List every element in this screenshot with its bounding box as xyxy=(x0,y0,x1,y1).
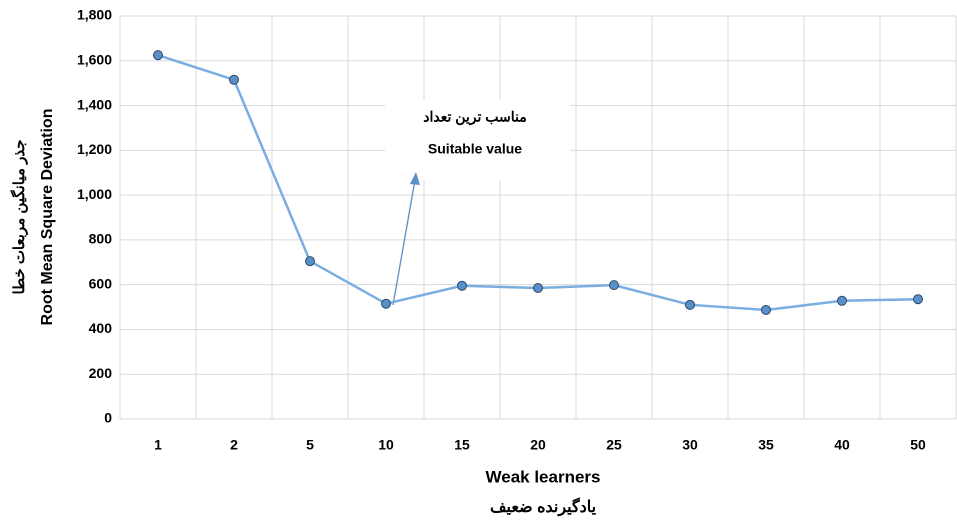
marker xyxy=(609,280,619,291)
x-tick-label: 10 xyxy=(378,437,394,453)
x-tick-label: 35 xyxy=(758,437,774,453)
y-tick-label: 0 xyxy=(104,410,112,426)
marker xyxy=(229,74,239,85)
marker xyxy=(837,295,847,306)
marker xyxy=(761,304,771,315)
y-tick-label: 200 xyxy=(89,365,113,381)
annotation-text: مناسب ترین تعداد xyxy=(423,109,527,126)
marker xyxy=(685,299,695,310)
y-tick-label: 600 xyxy=(89,275,113,291)
x-tick-label: 5 xyxy=(306,437,314,453)
marker xyxy=(457,280,467,291)
annotation-box xyxy=(385,100,570,180)
y-tick-label: 400 xyxy=(89,320,113,336)
x-tick-label: 15 xyxy=(454,437,470,453)
annotation-text: Suitable value xyxy=(428,141,522,157)
marker xyxy=(153,50,163,61)
y-tick-label: 1,800 xyxy=(77,7,112,23)
x-tick-label: 40 xyxy=(834,437,850,453)
x-tick-label: 25 xyxy=(606,437,622,453)
annotation-arrow xyxy=(392,179,416,306)
x-tick-label: 20 xyxy=(530,437,546,453)
marker xyxy=(913,294,923,305)
y-tick-label: 1,600 xyxy=(77,51,112,67)
marker xyxy=(305,256,315,267)
x-tick-label: 50 xyxy=(910,437,926,453)
x-axis-label: Weak learners xyxy=(486,467,601,486)
y-tick-label: 1,000 xyxy=(77,186,112,202)
marker xyxy=(381,298,391,309)
marker xyxy=(533,283,543,294)
x-tick-label: 1 xyxy=(154,437,162,453)
y-axis-label: Root Mean Square Deviation xyxy=(39,109,56,326)
y-tick-label: 1,400 xyxy=(77,96,112,112)
y-tick-label: 800 xyxy=(89,231,113,247)
x-tick-label: 30 xyxy=(682,437,698,453)
y-axis-label-fa: جذر میانگین مربعات خطا xyxy=(10,140,28,295)
x-tick-label: 2 xyxy=(230,437,238,453)
y-tick-label: 1,200 xyxy=(77,141,112,157)
arrow-head xyxy=(410,172,420,185)
x-axis-label-fa: یادگیرنده ضعیف xyxy=(490,497,597,517)
